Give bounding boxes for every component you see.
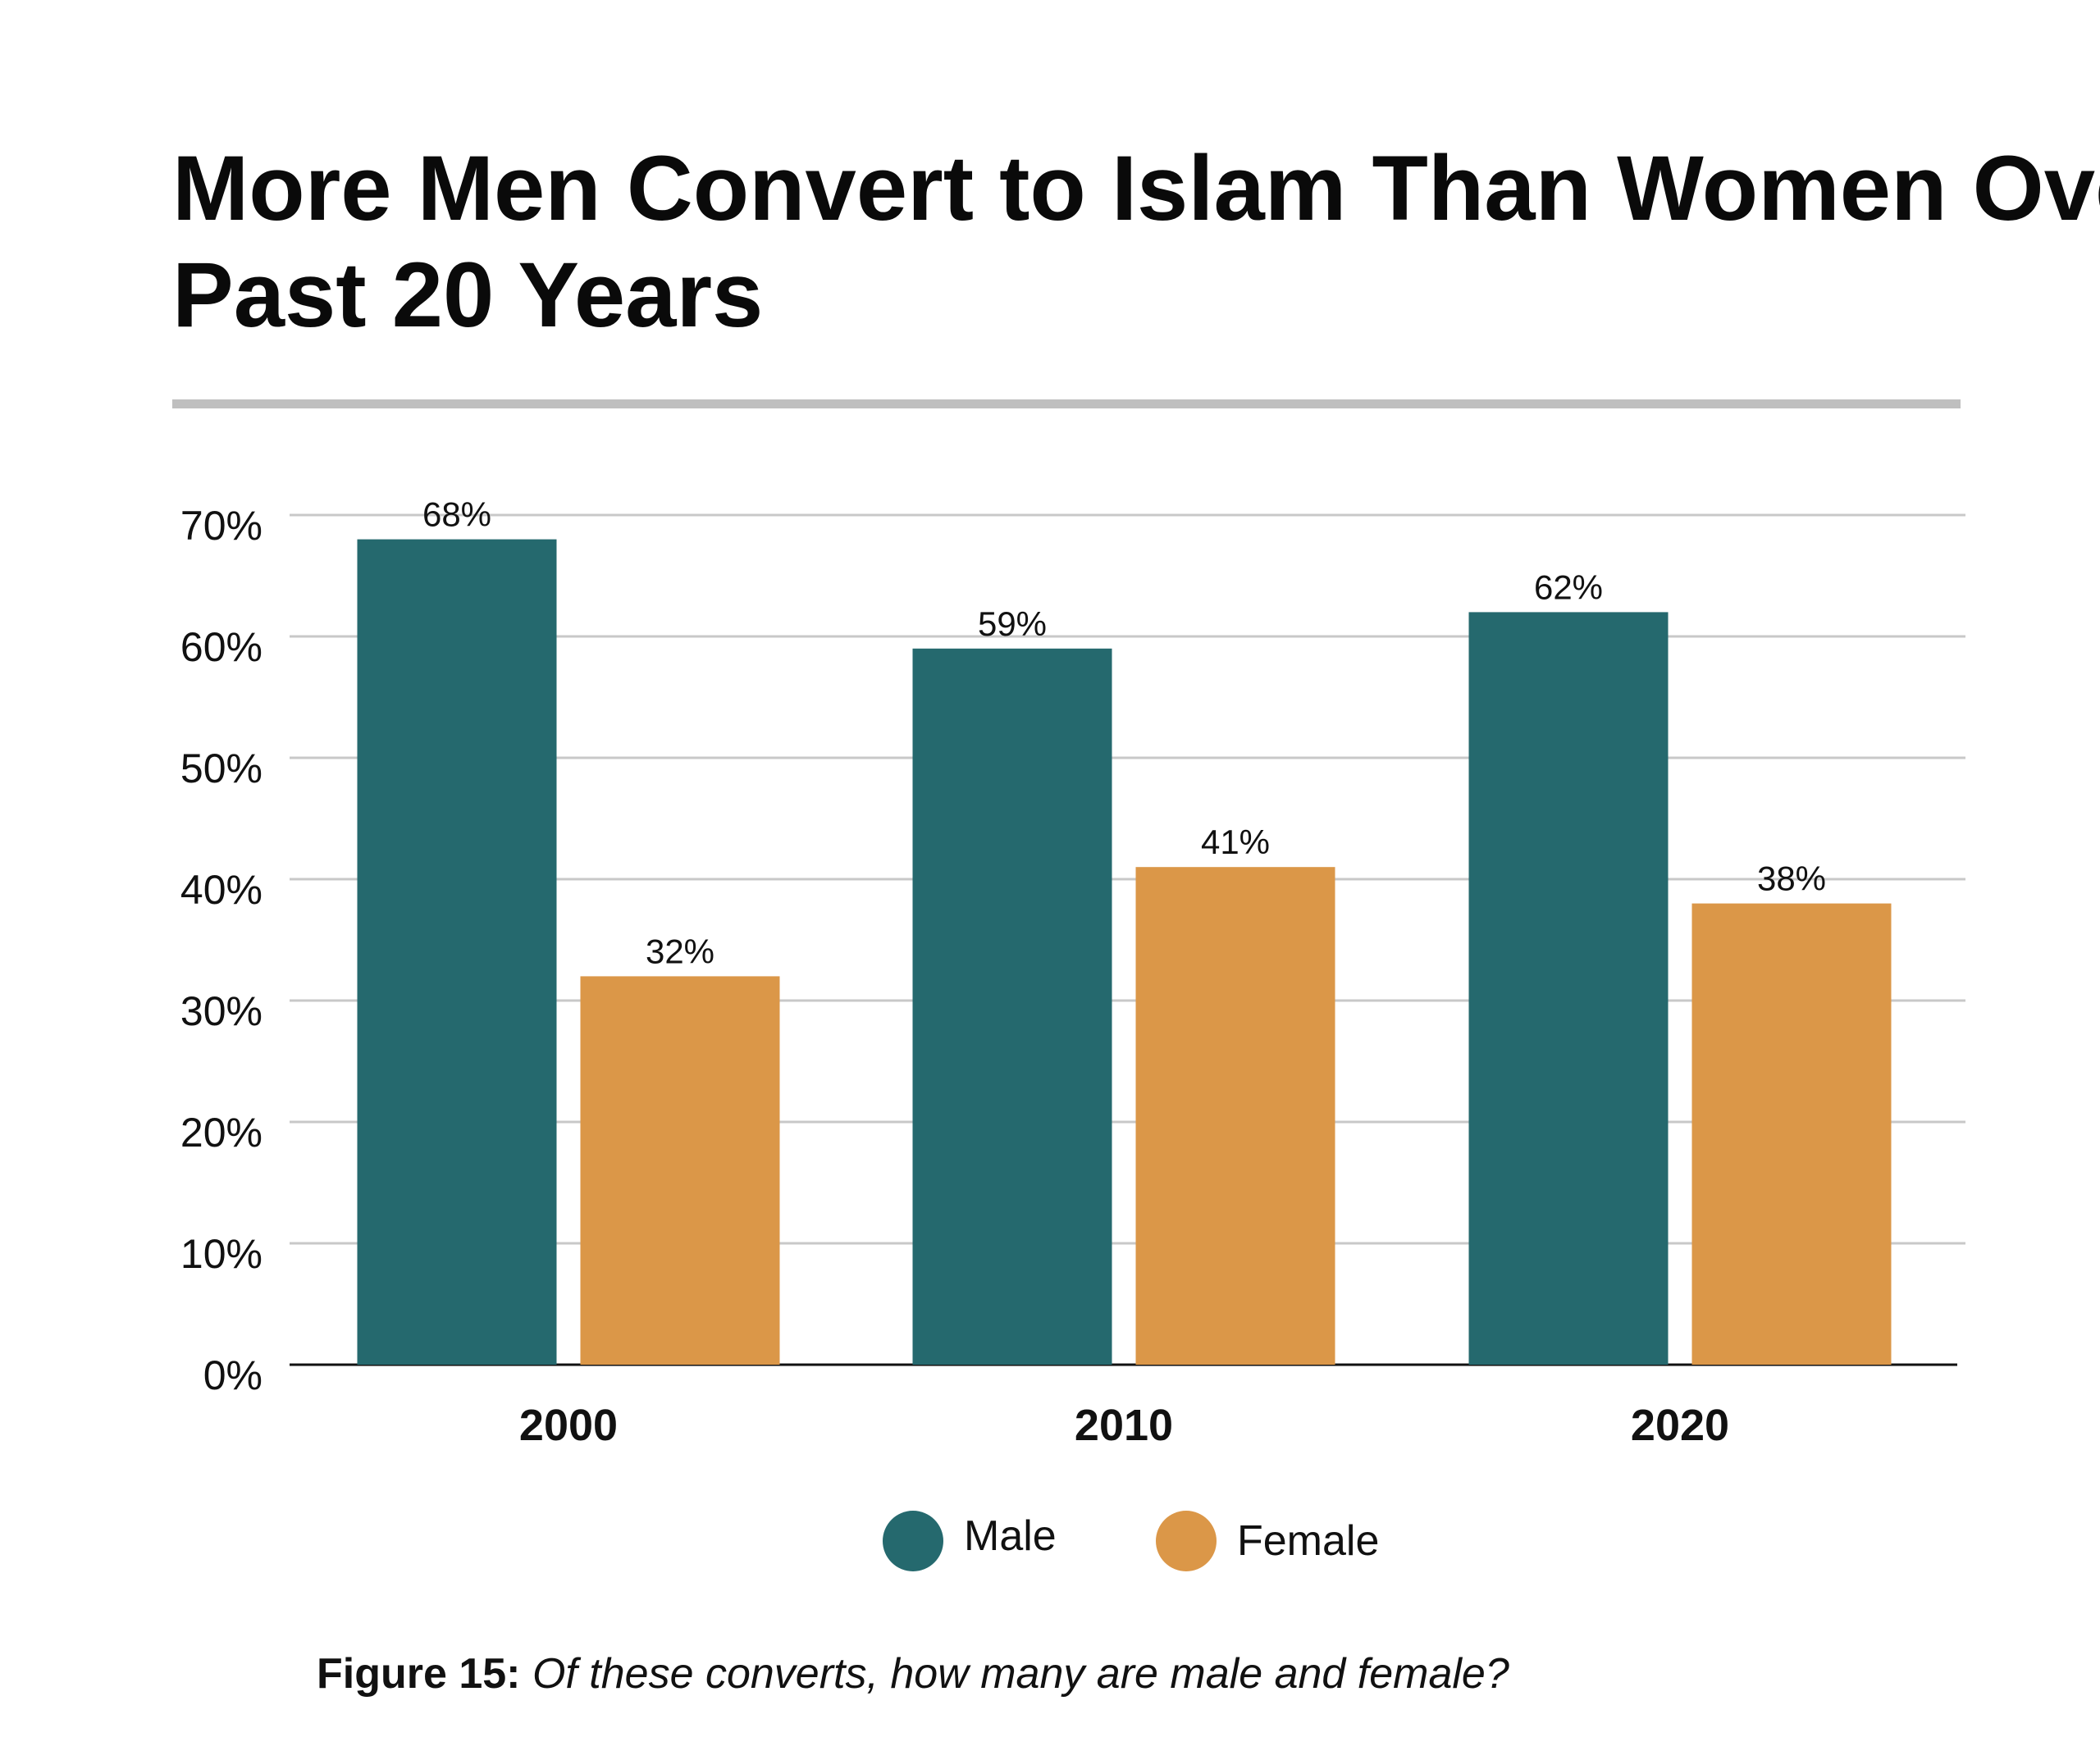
bar-female-2020 <box>1691 903 1892 1365</box>
legend-label-female: Female <box>1237 1517 1379 1565</box>
legend-label-male: Male <box>964 1512 1057 1560</box>
chart-title-line-2: Past 20 Years <box>172 244 763 346</box>
y-tick-label: 0% <box>203 1352 262 1398</box>
data-label: 38% <box>1757 859 1826 898</box>
bar-female-2000 <box>580 976 780 1365</box>
bar-male-2000 <box>357 539 557 1365</box>
data-label: 32% <box>646 932 714 970</box>
data-label: 68% <box>422 495 491 534</box>
y-tick-label: 70% <box>180 503 262 549</box>
bar-male-2020 <box>1468 612 1669 1365</box>
legend-swatch-female <box>1156 1511 1217 1571</box>
y-tick-label: 20% <box>180 1110 262 1156</box>
bar-female-2010 <box>1135 867 1335 1365</box>
data-label: 62% <box>1534 568 1603 606</box>
data-label: 59% <box>978 604 1047 643</box>
legend-swatch-male <box>883 1511 943 1571</box>
data-label: 41% <box>1201 823 1270 861</box>
title-divider <box>172 399 1961 408</box>
x-tick-label: 2000 <box>519 1401 618 1450</box>
x-tick-label: 2020 <box>1631 1401 1729 1450</box>
caption-label: Figure 15: <box>317 1650 521 1698</box>
x-tick-label: 2010 <box>1075 1401 1173 1450</box>
figure-caption: Figure 15: Of these converts, how many a… <box>317 1650 1509 1698</box>
y-tick-label: 30% <box>180 988 262 1034</box>
y-tick-label: 60% <box>180 624 262 670</box>
y-tick-label: 10% <box>180 1231 262 1277</box>
bar-male-2010 <box>912 648 1112 1365</box>
caption-text: Of these converts, how many are male and… <box>521 1650 1509 1698</box>
chart-title-line-1: More Men Convert to Islam Than Women Ove… <box>172 137 2100 239</box>
legend: Male Female <box>883 1511 1379 1571</box>
y-tick-label: 50% <box>180 745 262 791</box>
y-tick-label: 40% <box>180 867 262 913</box>
